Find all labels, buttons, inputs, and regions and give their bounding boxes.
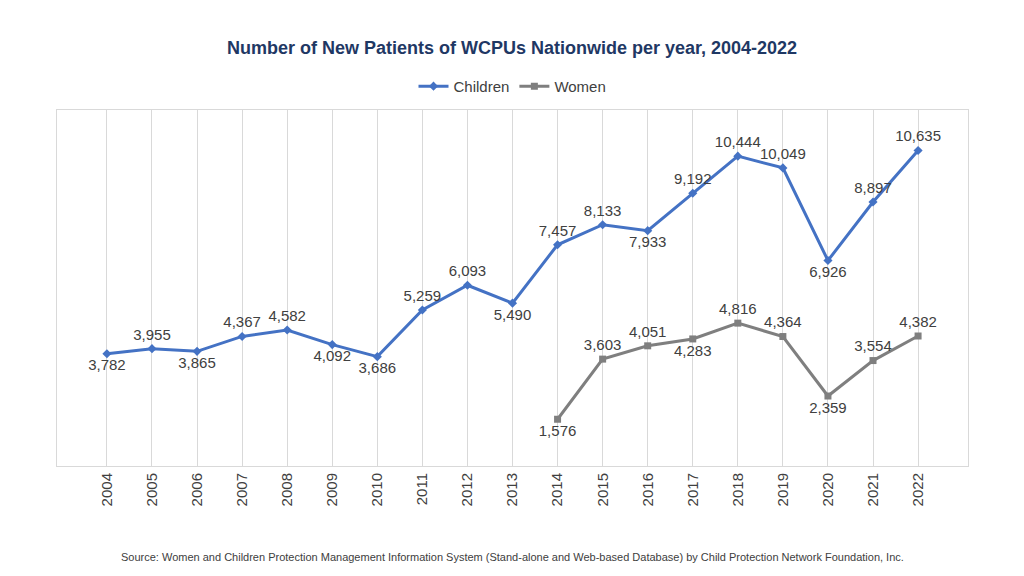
svg-text:2020: 2020 (819, 473, 836, 506)
svg-text:8,897: 8,897 (854, 179, 892, 196)
svg-text:5,259: 5,259 (404, 287, 442, 304)
svg-text:6,093: 6,093 (449, 262, 487, 279)
svg-text:3,554: 3,554 (854, 337, 892, 354)
svg-text:4,816: 4,816 (719, 300, 757, 317)
svg-text:3,865: 3,865 (178, 354, 216, 371)
svg-text:3,782: 3,782 (88, 356, 126, 373)
svg-text:7,457: 7,457 (539, 222, 577, 239)
svg-text:2005: 2005 (143, 473, 160, 506)
svg-text:2016: 2016 (639, 473, 656, 506)
svg-text:4,364: 4,364 (764, 313, 802, 330)
svg-text:10,049: 10,049 (760, 145, 806, 162)
svg-text:2004: 2004 (98, 473, 115, 506)
svg-text:2017: 2017 (684, 473, 701, 506)
svg-text:3,686: 3,686 (359, 359, 397, 376)
svg-text:Women: Women (554, 78, 605, 95)
svg-text:3,603: 3,603 (584, 336, 622, 353)
svg-text:6,926: 6,926 (809, 263, 847, 280)
svg-text:10,444: 10,444 (715, 133, 761, 150)
svg-text:2,359: 2,359 (809, 399, 847, 416)
svg-text:5,490: 5,490 (494, 306, 532, 323)
svg-text:7,933: 7,933 (629, 233, 667, 250)
svg-text:9,192: 9,192 (674, 170, 712, 187)
svg-text:2019: 2019 (774, 473, 791, 506)
svg-text:Number of New Patients of WCPU: Number of New Patients of WCPUs Nationwi… (227, 38, 797, 58)
svg-text:4,367: 4,367 (223, 313, 261, 330)
svg-text:2011: 2011 (413, 473, 430, 505)
svg-text:2012: 2012 (458, 473, 475, 506)
svg-text:2006: 2006 (188, 473, 205, 506)
svg-text:4,582: 4,582 (268, 307, 306, 324)
svg-text:2010: 2010 (368, 473, 385, 506)
svg-text:2008: 2008 (278, 473, 295, 506)
svg-text:2015: 2015 (594, 473, 611, 506)
svg-text:Children: Children (454, 78, 510, 95)
svg-text:2021: 2021 (864, 473, 881, 506)
svg-text:2014: 2014 (548, 473, 565, 506)
svg-text:1,576: 1,576 (539, 422, 577, 439)
svg-text:2018: 2018 (729, 473, 746, 506)
svg-text:10,635: 10,635 (895, 127, 941, 144)
svg-text:8,133: 8,133 (584, 202, 622, 219)
svg-text:Source: Women and Children Pro: Source: Women and Children Protection Ma… (121, 551, 904, 563)
svg-text:2007: 2007 (233, 473, 250, 506)
svg-text:4,283: 4,283 (674, 342, 712, 359)
svg-text:4,092: 4,092 (313, 347, 351, 364)
svg-text:4,051: 4,051 (629, 323, 667, 340)
svg-text:4,382: 4,382 (899, 313, 937, 330)
svg-text:2022: 2022 (909, 473, 926, 506)
svg-text:2009: 2009 (323, 473, 340, 506)
svg-text:3,955: 3,955 (133, 326, 171, 343)
svg-text:2013: 2013 (503, 473, 520, 506)
